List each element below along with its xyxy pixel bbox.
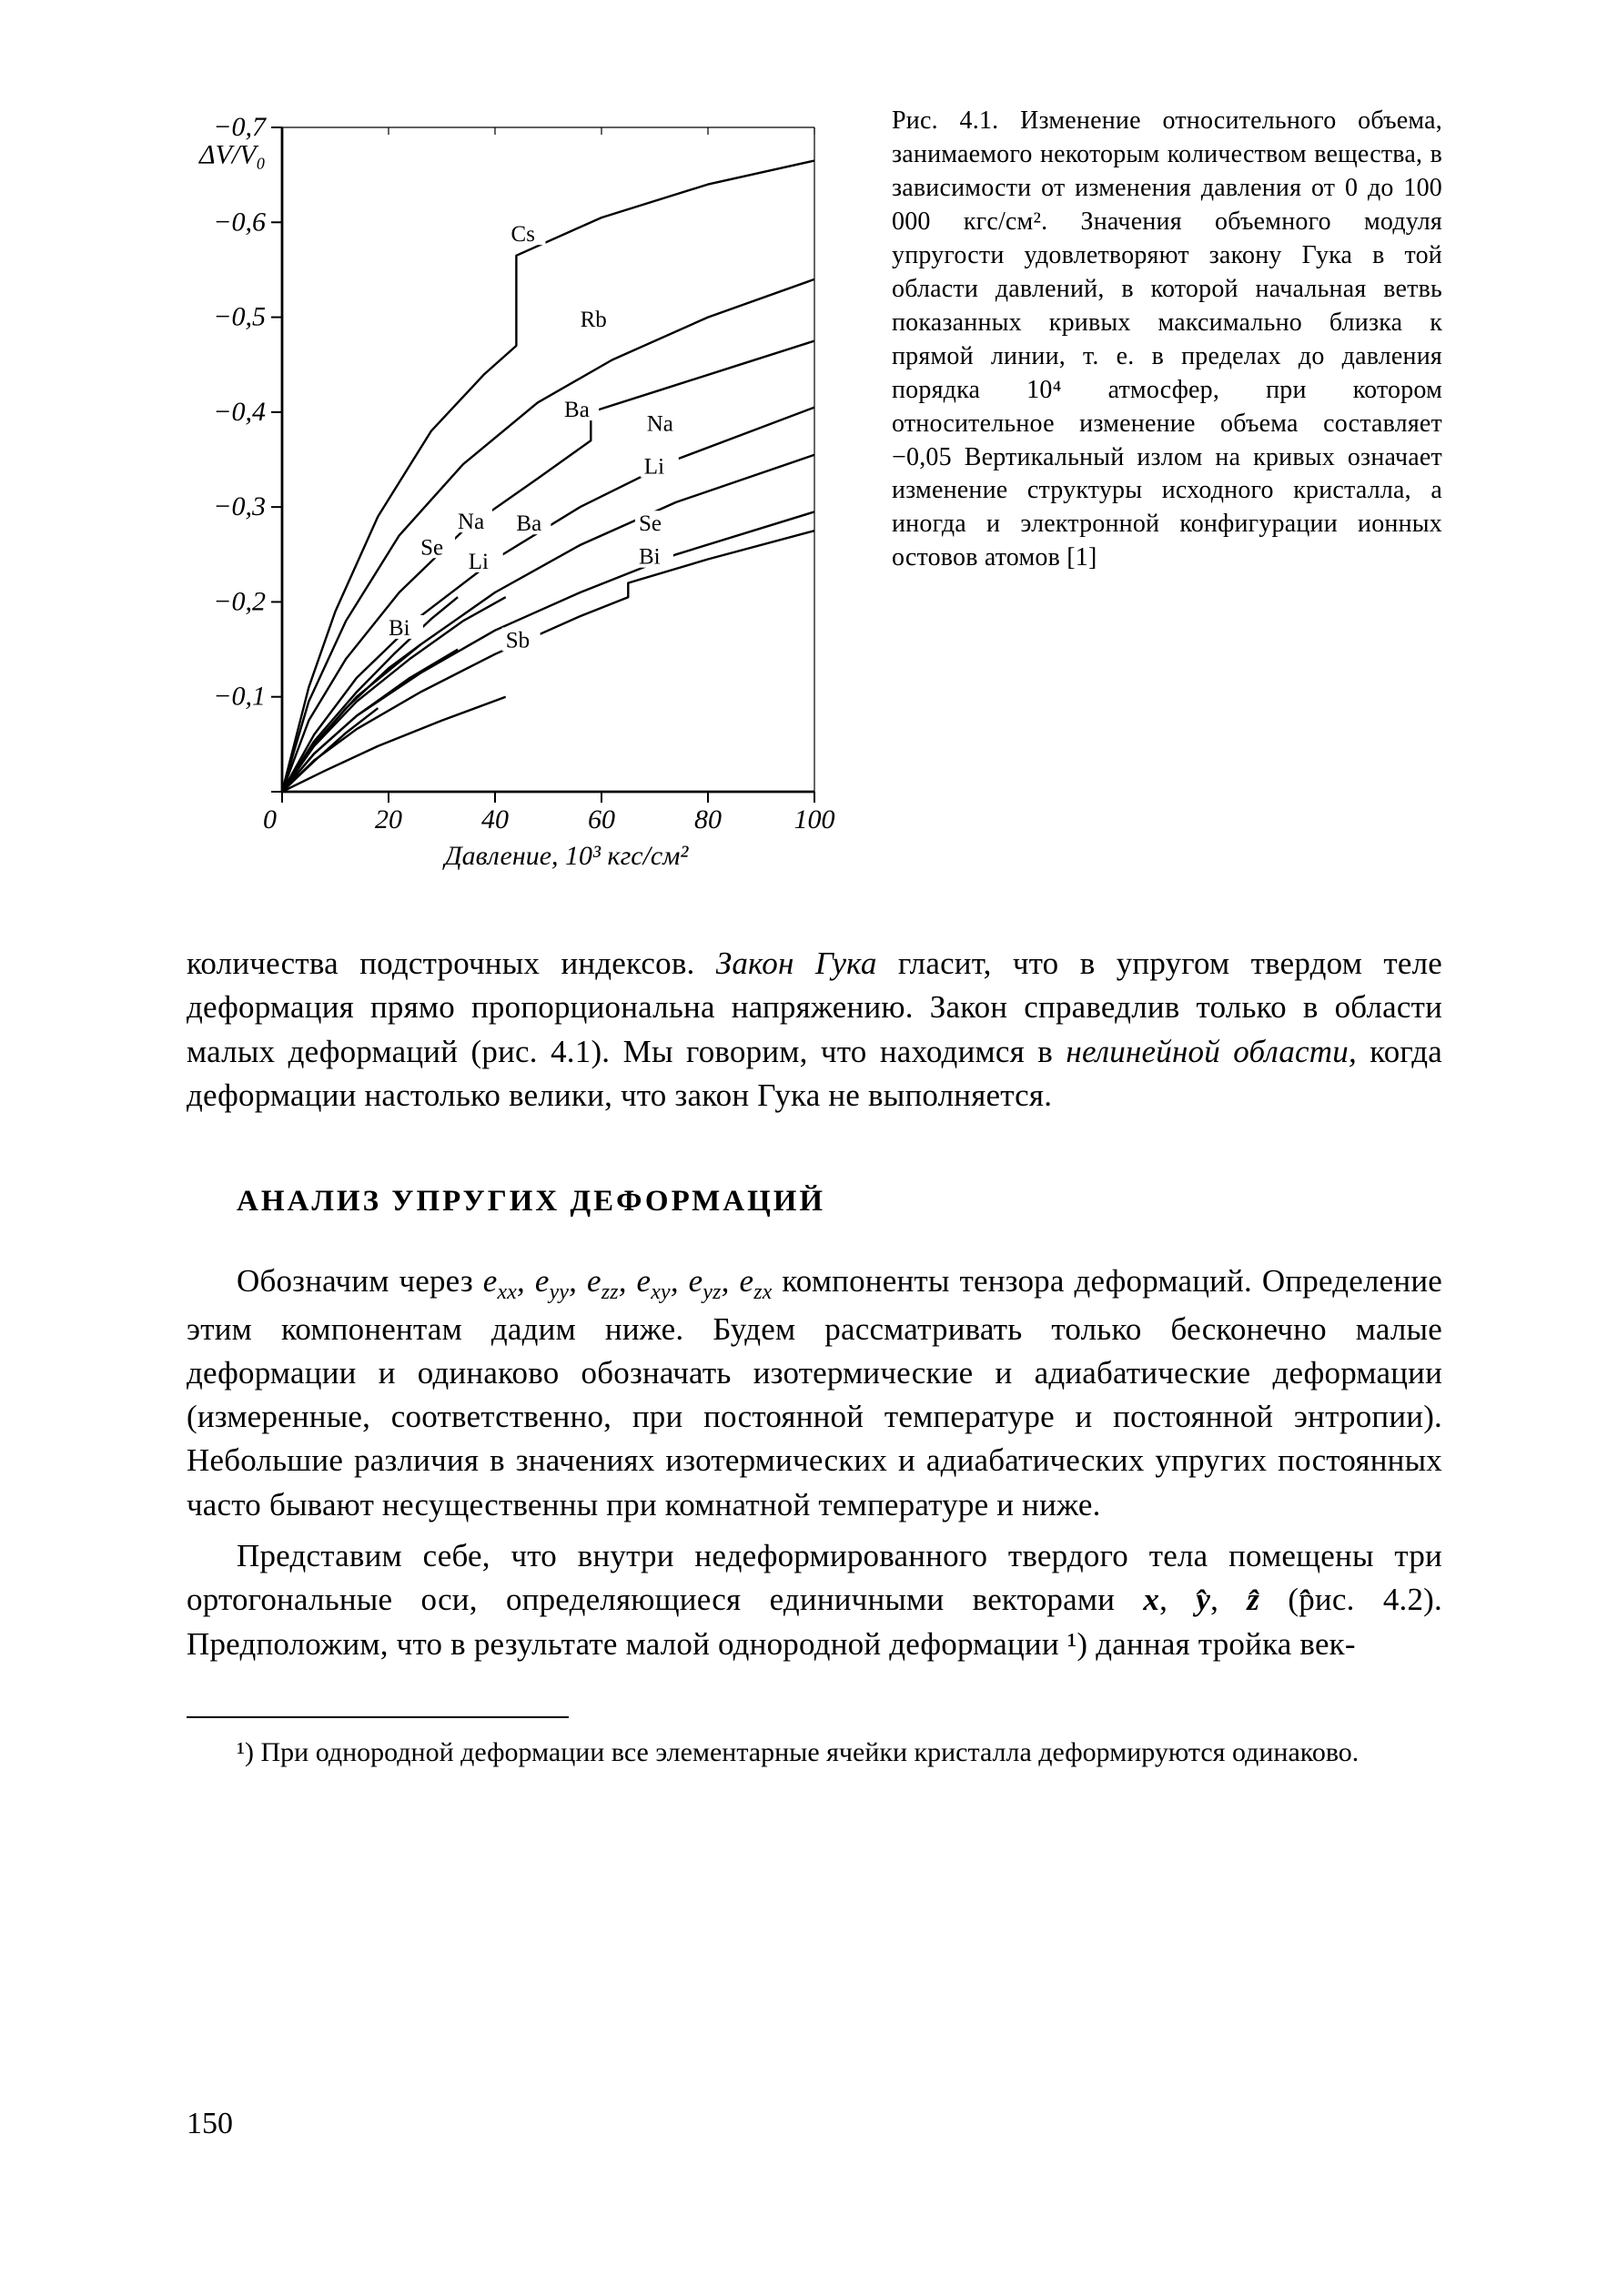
svg-text:−0,6: −0,6 (213, 207, 266, 237)
svg-text:−0,5: −0,5 (213, 302, 266, 332)
svg-text:Cs: Cs (511, 222, 535, 247)
svg-text:−0,7: −0,7 (213, 112, 268, 142)
footnote-rule (187, 1716, 569, 1718)
para2a-text: Обозначим через (237, 1263, 483, 1299)
svg-text:Rb: Rb (581, 308, 607, 332)
svg-text:20: 20 (375, 804, 402, 834)
paragraph-3: Представим себе, что внутри недеформиров… (187, 1534, 1442, 1666)
svg-text:Bi: Bi (639, 545, 661, 570)
svg-text:Sb: Sb (506, 628, 530, 652)
section-heading: АНАЛИЗ УПРУГИХ ДЕФОРМАЦИЙ (237, 1181, 1442, 1223)
svg-text:Ba: Ba (516, 511, 541, 536)
svg-text:Ba: Ba (564, 398, 590, 422)
svg-text:−0,1: −0,1 (213, 682, 266, 712)
figure-4-1-caption: Рис. 4.1. Изменение относительного объем… (842, 100, 1442, 575)
para1-text: количества подстрочных индексов. (187, 946, 716, 981)
para2b-text: компоненты тензора деформаций. Определен… (187, 1263, 1442, 1522)
tensor-components: exx, eyy, ezz, exy, eyz, ezx (483, 1263, 773, 1299)
paragraph-2: Обозначим через exx, eyy, ezz, exy, eyz,… (187, 1259, 1442, 1527)
svg-text:−0,3: −0,3 (213, 491, 266, 521)
svg-text:0: 0 (263, 804, 277, 834)
page-number: 150 (187, 2107, 233, 2141)
svg-text:ΔV/V₀: ΔV/V₀ (198, 140, 266, 170)
svg-text:Li: Li (469, 550, 489, 574)
svg-text:Li: Li (644, 455, 664, 480)
paragraph-1: количества подстрочных индексов. Закон Г… (187, 942, 1442, 1118)
unit-vectors: x, y, z (1143, 1582, 1259, 1617)
para1-hooke-law: Закон Гука (716, 946, 877, 981)
svg-text:−0,4: −0,4 (213, 397, 266, 427)
svg-text:100: 100 (794, 804, 835, 834)
footnote-1: ¹) При однородной деформации все элемент… (187, 1735, 1442, 1772)
svg-text:Na: Na (647, 412, 673, 437)
svg-text:−0,2: −0,2 (213, 586, 266, 616)
svg-text:60: 60 (588, 804, 615, 834)
svg-text:80: 80 (694, 804, 722, 834)
svg-text:Давление, 10³ кгс/см²: Давление, 10³ кгс/см² (442, 841, 690, 871)
svg-text:Se: Se (420, 535, 443, 560)
svg-text:Bi: Bi (389, 616, 410, 641)
body-text-block: количества подстрочных индексов. Закон Г… (187, 942, 1442, 1666)
figure-4-1-chart: −0,1 −0,2 −0,3 −0,4 −0,5 −0,6 −0,7ΔV/V₀ 0 20 40 60… (187, 100, 842, 887)
svg-text:Se: Se (639, 511, 662, 536)
para1-nonlinear: нелинейной области, (1066, 1034, 1357, 1069)
svg-text:40: 40 (481, 804, 509, 834)
svg-text:Na: Na (458, 510, 484, 534)
